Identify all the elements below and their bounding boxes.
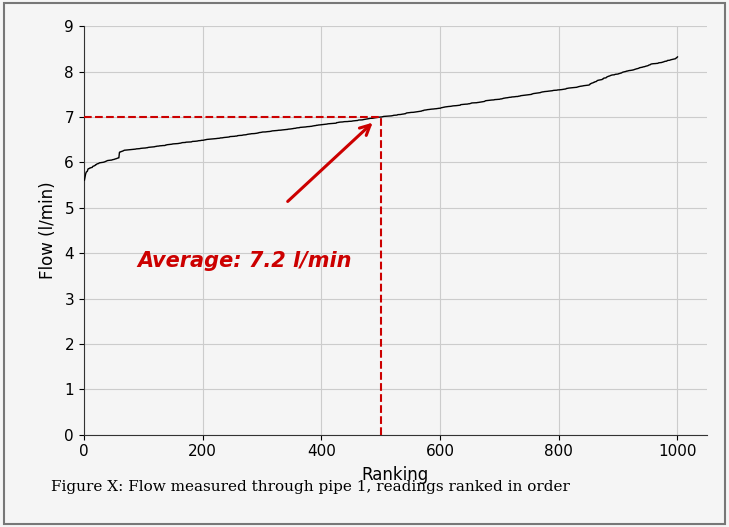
Text: Figure X: Flow measured through pipe 1, readings ranked in order: Figure X: Flow measured through pipe 1, …: [51, 481, 570, 494]
Y-axis label: Flow (l/min): Flow (l/min): [39, 182, 58, 279]
Text: Average: 7.2 l/min: Average: 7.2 l/min: [137, 251, 352, 271]
X-axis label: Ranking: Ranking: [362, 466, 429, 484]
